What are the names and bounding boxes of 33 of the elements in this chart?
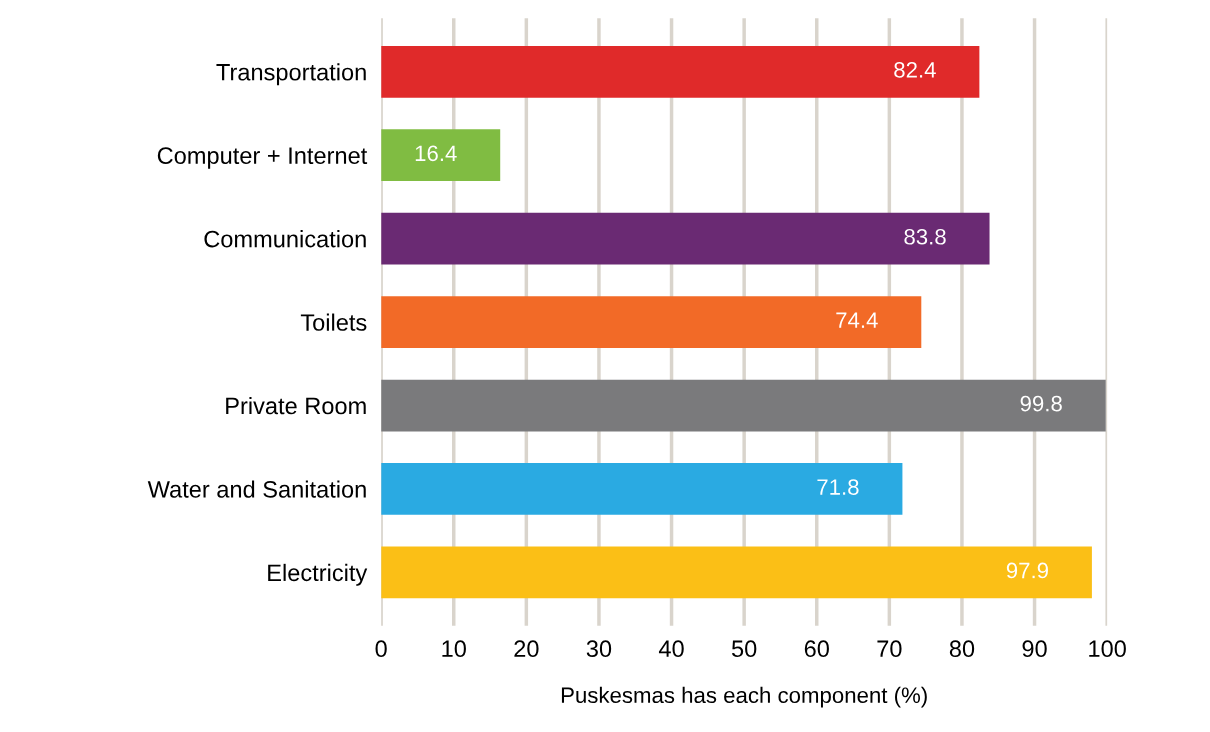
data-label: 74.4 [836, 312, 878, 328]
x-tick-label: 50 [731, 640, 757, 658]
x-tick-label: 80 [949, 640, 975, 658]
y-tick-label: Private Room [226, 396, 366, 415]
bar [381, 129, 501, 182]
bar [381, 546, 1092, 599]
bar [381, 296, 922, 348]
y-tick-label: Computer + Internet [157, 147, 368, 169]
x-tick-label: 70 [877, 640, 902, 658]
bar [381, 379, 1106, 432]
x-tick-label: 10 [442, 640, 466, 658]
data-label: 97.9 [1006, 562, 1048, 579]
x-tick-label: 90 [1022, 640, 1047, 658]
data-label: 82.4 [894, 62, 936, 78]
x-tick-label: 60 [804, 640, 829, 658]
x-tick-label: 20 [514, 640, 539, 658]
data-label: 83.8 [904, 228, 946, 245]
data-label: 16.4 [415, 145, 457, 162]
bar [381, 45, 980, 98]
y-tick-label: Transportation [216, 63, 366, 86]
data-label: 99.8 [1020, 395, 1062, 412]
y-tick-label: Communication [204, 230, 366, 248]
bar [381, 463, 903, 515]
y-tick-label: Toilets [300, 313, 367, 331]
x-tick-label: 0 [375, 640, 387, 658]
data-label: 71.8 [817, 479, 859, 495]
y-tick-label: Electricity [268, 563, 368, 586]
x-tick-label: 100 [1089, 640, 1126, 658]
x-tick-label: 30 [586, 640, 612, 658]
x-tick-label: 40 [658, 640, 684, 658]
bar [381, 212, 990, 265]
y-tick-label: Water and Sanitation [147, 480, 366, 498]
x-axis-title: Puskesmas has each component (%) [561, 686, 927, 708]
